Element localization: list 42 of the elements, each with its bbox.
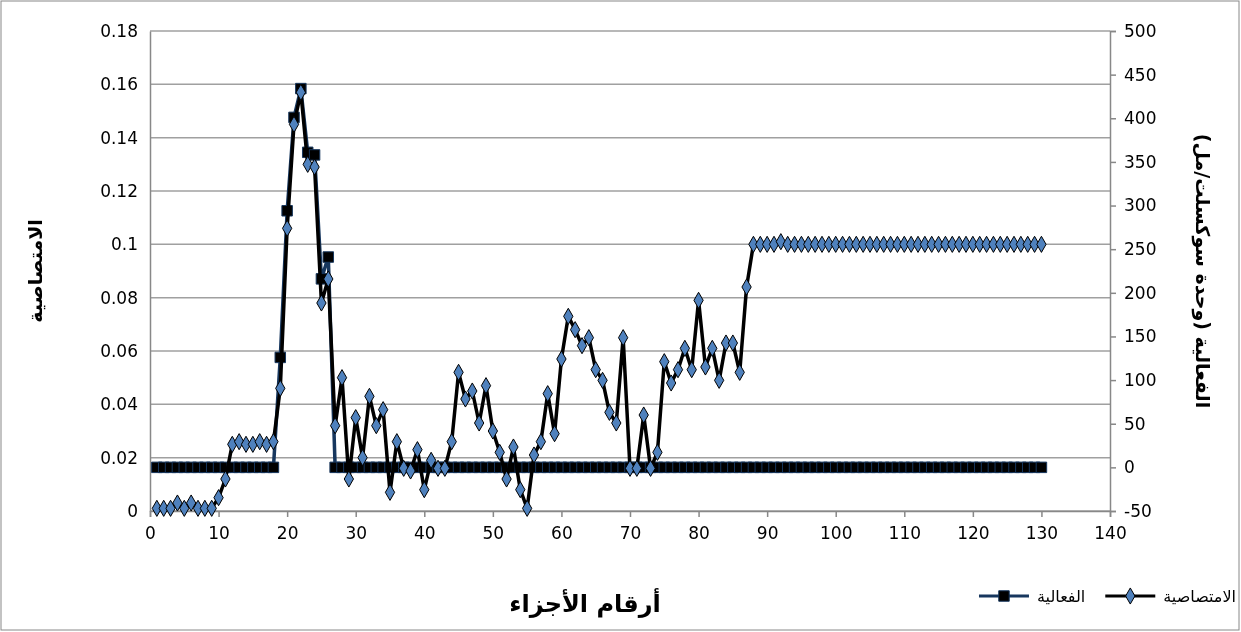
x-tick-label: 0 <box>145 522 156 543</box>
y-tick-label: 0.18 <box>100 20 138 41</box>
y2-tick-label: 200 <box>1124 282 1157 303</box>
x-tick-label: 120 <box>957 522 990 543</box>
y2-tick-label: 500 <box>1124 20 1157 41</box>
x-tick-label: 100 <box>819 522 853 543</box>
y2-tick-label: 50 <box>1124 413 1146 434</box>
x-tick-label: 70 <box>619 522 642 543</box>
y2-tick-label: 100 <box>1124 370 1157 391</box>
y2-tick-label: 350 <box>1124 151 1157 172</box>
x-tick-label: 80 <box>688 522 710 543</box>
x-tick-label: 90 <box>756 522 779 543</box>
y2-tick-label: 250 <box>1124 239 1157 260</box>
y-tick-label: 0.02 <box>100 447 138 468</box>
x-tick-label: 110 <box>888 522 922 543</box>
legend-label: الفعالية <box>1036 587 1086 606</box>
x-tick-label: 50 <box>482 522 505 543</box>
x-axis-title: أرقام الأجزاء <box>509 588 661 618</box>
y-tick-label: 0 <box>127 500 138 521</box>
y-tick-label: 0.08 <box>100 287 138 308</box>
y-tick-label: 0.14 <box>100 127 138 148</box>
x-tick-label: 20 <box>276 522 299 543</box>
legend-label: الامتصاصية <box>1163 587 1236 606</box>
y2-tick-label: 0 <box>1124 457 1135 478</box>
y-tick-label: 0.16 <box>100 74 138 95</box>
x-tick-label: 60 <box>551 522 573 543</box>
x-tick-label: 30 <box>345 522 368 543</box>
y-axis-title: الامتصاصية <box>24 219 46 323</box>
y2-tick-label: -50 <box>1124 500 1152 521</box>
y-tick-label: 0.04 <box>100 394 138 415</box>
y2-tick-label: 450 <box>1124 64 1157 85</box>
y2-tick-label: 400 <box>1124 108 1157 129</box>
x-tick-label: 40 <box>413 522 436 543</box>
y2-tick-label: 150 <box>1124 326 1157 347</box>
y-tick-label: 0.1 <box>110 234 138 255</box>
x-tick-label: 130 <box>1025 522 1059 543</box>
y2-axis-title: الفعالية (وحدة سوكسلت/مل) <box>1191 133 1214 409</box>
y2-tick-label: 300 <box>1124 195 1157 216</box>
y-tick-label: 0.06 <box>100 340 138 361</box>
x-tick-label: 10 <box>208 522 230 543</box>
y-tick-label: 0.12 <box>100 180 138 201</box>
x-tick-label: 140 <box>1094 522 1127 543</box>
